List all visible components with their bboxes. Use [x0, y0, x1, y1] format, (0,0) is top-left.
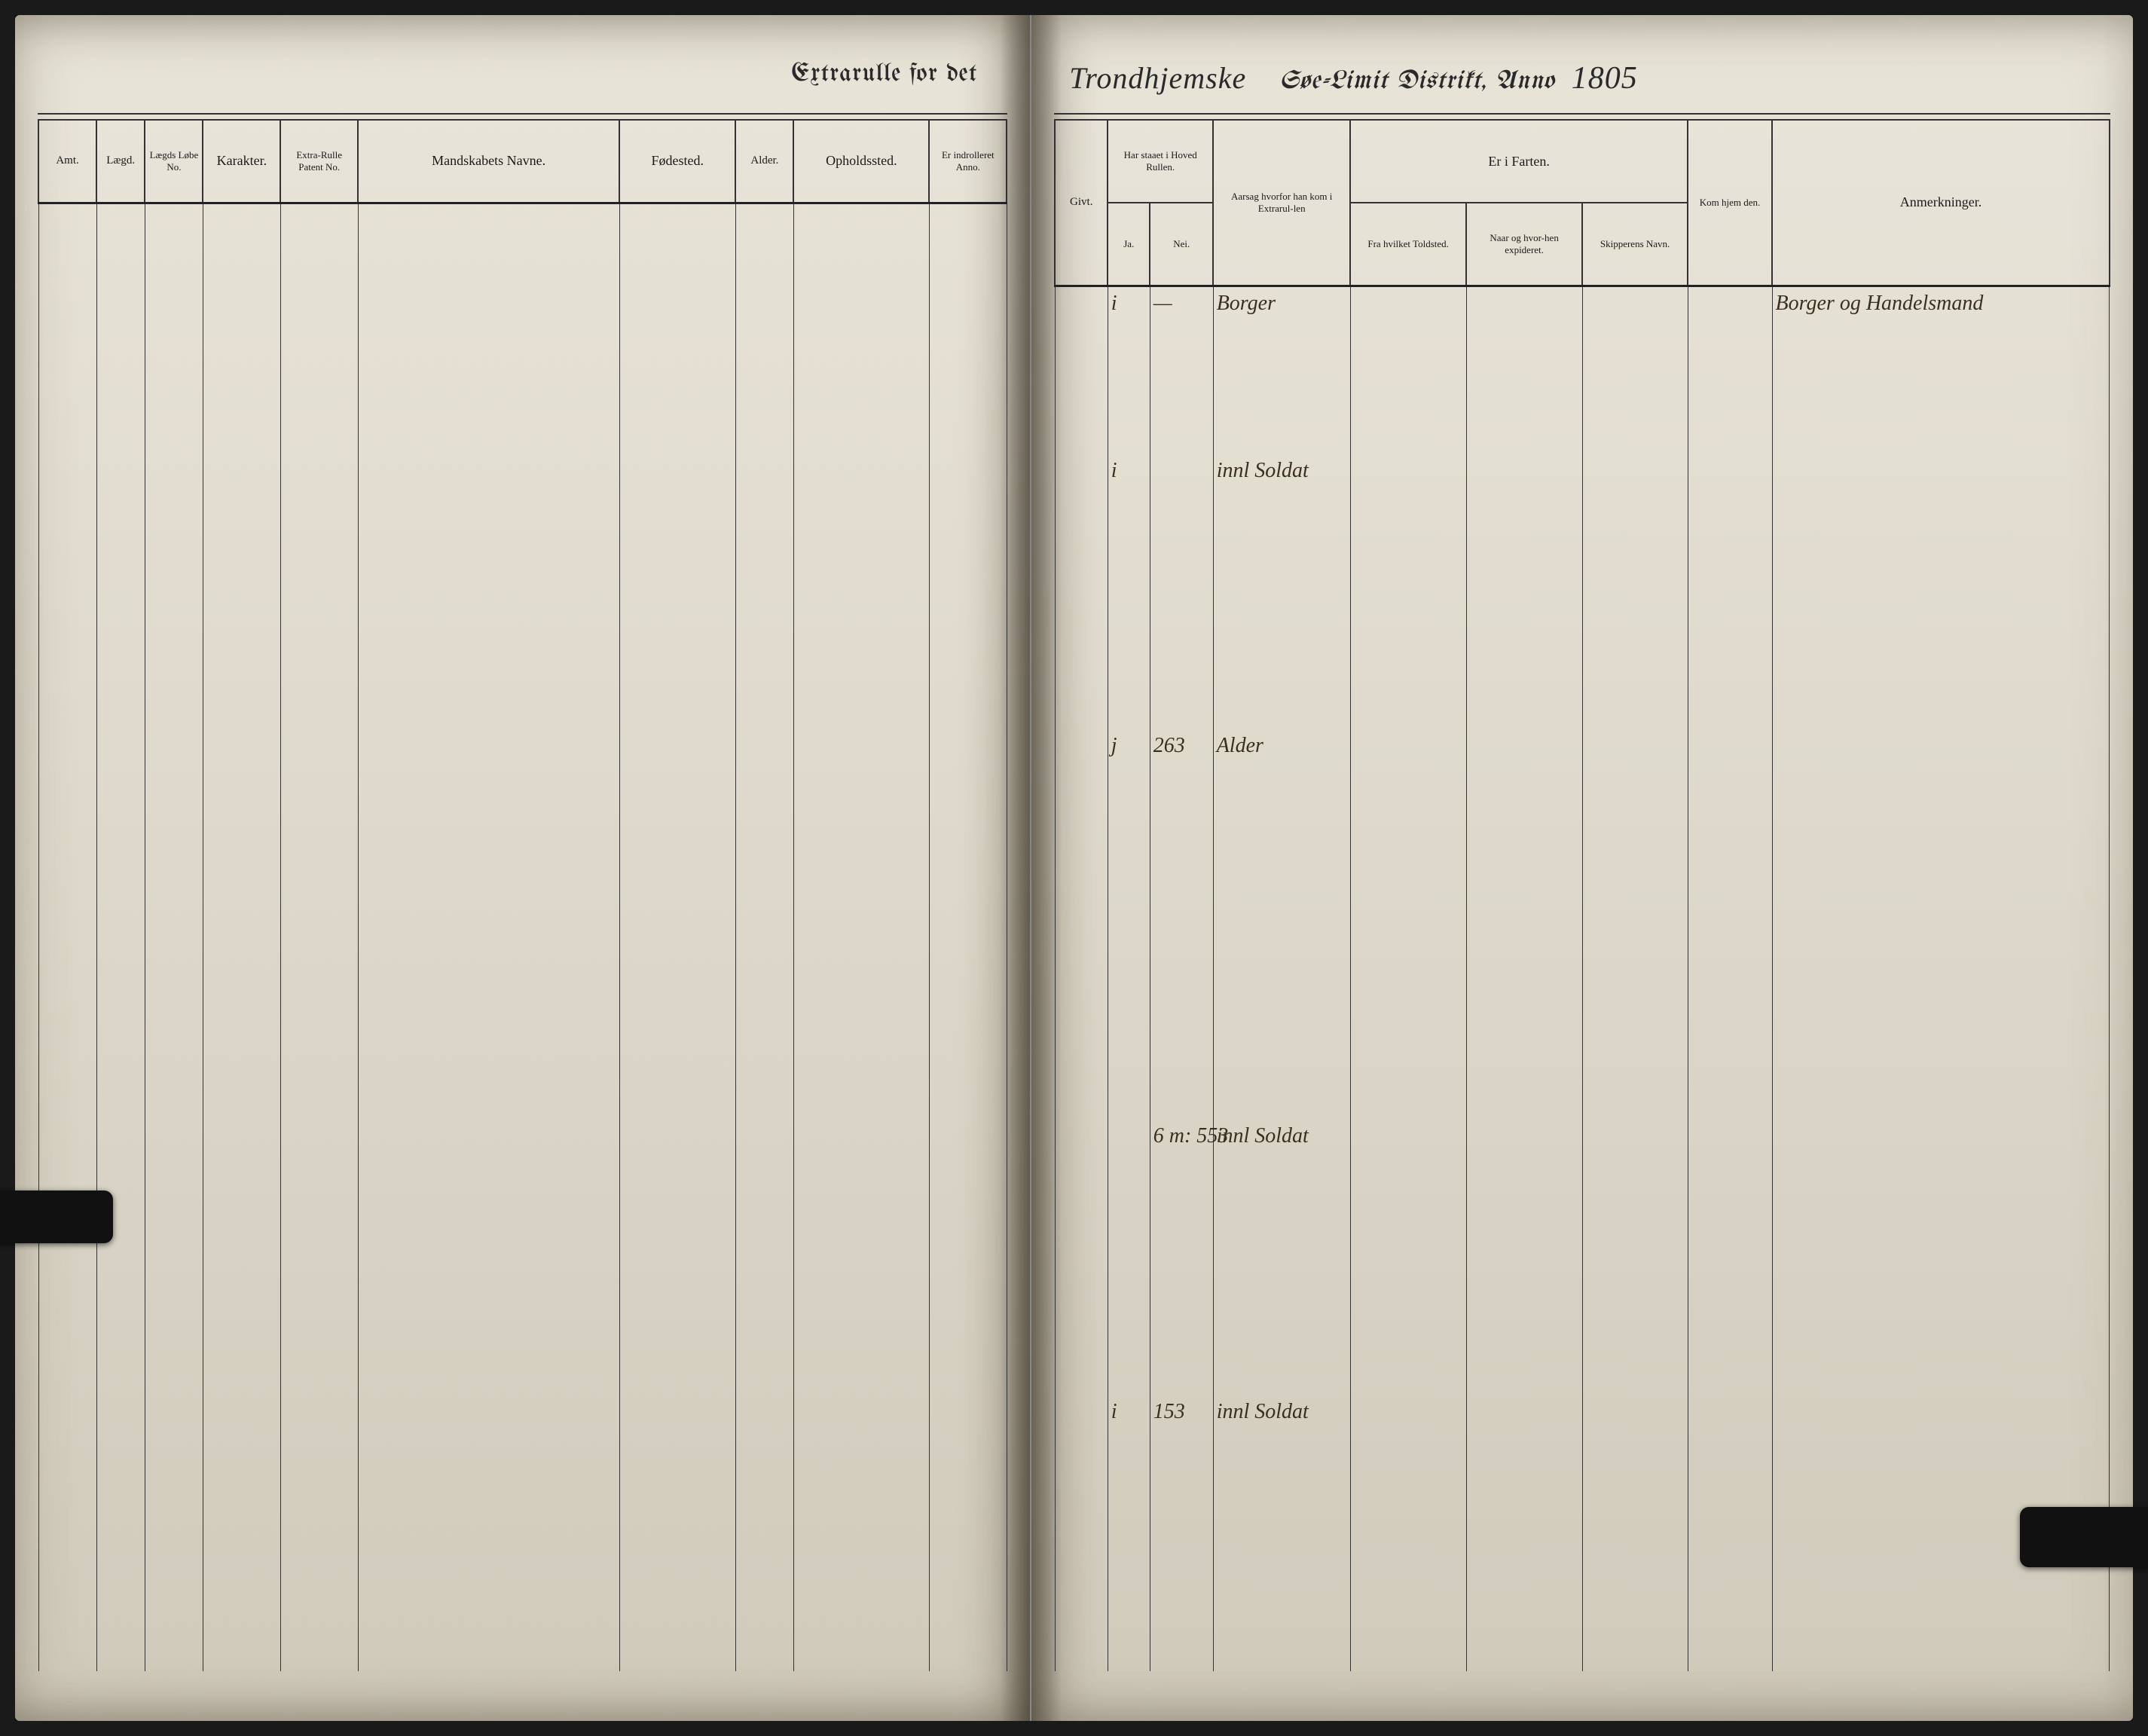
- cell: [1772, 1120, 2110, 1395]
- cell: [1466, 1120, 1582, 1395]
- col-alder: Alder.: [735, 120, 793, 203]
- cell: [1466, 729, 1582, 1120]
- ledger-left: Amt. Lægd. Lægds Løbe No. Karakter. Extr…: [38, 119, 1007, 1671]
- handwritten-entry: Borger og Handelsmand: [1776, 292, 1984, 315]
- cell: [1582, 1395, 1688, 1671]
- ledger-right: Givt. Har staaet i Hoved Rullen. Aarsag …: [1054, 119, 2110, 1671]
- cell: [1582, 1120, 1688, 1395]
- handwritten-entry: innl Soldat: [1217, 1124, 1309, 1148]
- col-farten-group: Er i Farten.: [1350, 120, 1688, 203]
- cell: innl Soldat: [1213, 454, 1350, 730]
- cell: [1150, 454, 1213, 730]
- col-anmerk: Anmerkninger.: [1772, 120, 2110, 286]
- page-clip-right: [2020, 1507, 2148, 1567]
- col-amt: Amt.: [38, 120, 96, 203]
- title-year: 1805: [1572, 61, 1638, 96]
- col-hvorhen: Naar og hvor-hen expideret.: [1466, 203, 1582, 286]
- cell: [1055, 454, 1108, 730]
- handwritten-entry: 153: [1153, 1400, 1185, 1423]
- cell: [1350, 454, 1466, 730]
- cell: [1772, 729, 2110, 1120]
- handwritten-entry: innl Soldat: [1217, 459, 1309, 482]
- book-spread: Extrarulle for det Amt. Lægd. Lægds Løbe…: [15, 15, 2133, 1721]
- col-aarsag: Aarsag hvorfor han kom i Extrarul-len: [1213, 120, 1350, 286]
- left-page: Extrarulle for det Amt. Lægd. Lægds Løbe…: [15, 15, 1031, 1721]
- col-toldsted: Fra hvilket Toldsted.: [1350, 203, 1466, 286]
- page-title-left: Extrarulle for det: [38, 60, 1007, 98]
- handwritten-entry: Alder: [1217, 734, 1263, 757]
- col-kom-hjem: Kom hjem den.: [1688, 120, 1772, 286]
- table-row: i — Borger Borger og Handelsmand: [1055, 286, 2110, 454]
- handwritten-entry: —: [1153, 292, 1172, 315]
- col-ja: Ja.: [1108, 203, 1150, 286]
- title-printed-right: Søe-Limit Distrikt, Anno: [1279, 68, 1555, 95]
- cell: [1582, 286, 1688, 454]
- handwritten-entry: i: [1111, 292, 1117, 315]
- handwritten-entry: innl Soldat: [1217, 1400, 1309, 1423]
- cell: Borger og Handelsmand: [1772, 286, 2110, 454]
- cell: [1466, 454, 1582, 730]
- table-row: j 263 Alder: [1055, 729, 2110, 1120]
- cell: [1055, 1120, 1108, 1395]
- cell: Alder: [1213, 729, 1350, 1120]
- cell: innl Soldat: [1213, 1120, 1350, 1395]
- cell: [1688, 1120, 1772, 1395]
- handwritten-entry: i: [1111, 1400, 1117, 1423]
- table-row: 6 m: 553innl Soldat: [1055, 1120, 2110, 1395]
- col-opholdssted: Opholdssted.: [793, 120, 929, 203]
- col-fodested: Fødested.: [619, 120, 735, 203]
- cell: [1582, 729, 1688, 1120]
- right-page: Trondhjemske Søe-Limit Distrikt, Anno 18…: [1031, 15, 2133, 1721]
- cell: [1466, 1395, 1582, 1671]
- col-skipper: Skipperens Navn.: [1582, 203, 1688, 286]
- cell: j: [1108, 729, 1150, 1120]
- cell: innl Soldat: [1213, 1395, 1350, 1671]
- col-hoved-group: Har staaet i Hoved Rullen.: [1108, 120, 1213, 203]
- cell: [1582, 454, 1688, 730]
- cell: [1350, 286, 1466, 454]
- cell: i: [1108, 286, 1150, 454]
- cell: —: [1150, 286, 1213, 454]
- col-nei: Nei.: [1150, 203, 1213, 286]
- cell: 263: [1150, 729, 1213, 1120]
- cell: [1772, 454, 2110, 730]
- cell: i: [1108, 1395, 1150, 1671]
- cell: [1055, 729, 1108, 1120]
- col-karakter: Karakter.: [203, 120, 280, 203]
- title-script: Trondhjemske: [1069, 61, 1246, 95]
- table-row: i innl Soldat: [1055, 454, 2110, 730]
- table-row: [38, 203, 1007, 1671]
- title-printed-left: Extrarulle for det: [791, 60, 977, 87]
- col-lobe-no: Lægds Løbe No.: [145, 120, 203, 203]
- col-patent-no: Extra-Rulle Patent No.: [280, 120, 358, 203]
- col-mandskab: Mandskabets Navne.: [358, 120, 619, 203]
- cell: Borger: [1213, 286, 1350, 454]
- cell: 153: [1150, 1395, 1213, 1671]
- handwritten-entry: j: [1111, 734, 1117, 757]
- cell: 6 m: 553: [1150, 1120, 1213, 1395]
- cell: [1055, 1395, 1108, 1671]
- page-clip-left: [0, 1190, 113, 1243]
- table-row: i 153 innl Soldat: [1055, 1395, 2110, 1671]
- cell: [1466, 286, 1582, 454]
- cell: [1350, 1395, 1466, 1671]
- cell: i: [1108, 454, 1150, 730]
- cell: [1350, 1120, 1466, 1395]
- handwritten-entry: 263: [1153, 734, 1185, 757]
- cell: [1688, 1395, 1772, 1671]
- cell: [1688, 286, 1772, 454]
- col-givt: Givt.: [1055, 120, 1108, 286]
- cell: [1688, 454, 1772, 730]
- col-indrolleret: Er indrolleret Anno.: [929, 120, 1007, 203]
- handwritten-entry: i: [1111, 459, 1117, 482]
- page-title-right: Trondhjemske Søe-Limit Distrikt, Anno 18…: [1054, 60, 2110, 98]
- col-laegd: Lægd.: [96, 120, 145, 203]
- handwritten-entry: Borger: [1217, 292, 1276, 315]
- cell: [1108, 1120, 1150, 1395]
- cell: [1688, 729, 1772, 1120]
- cell: [1055, 286, 1108, 454]
- cell: [1350, 729, 1466, 1120]
